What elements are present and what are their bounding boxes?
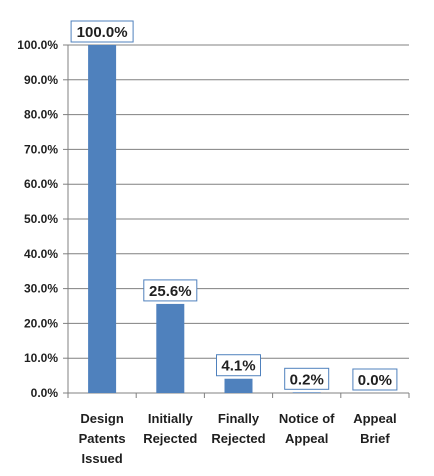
- category-label-line: Issued: [82, 451, 123, 466]
- data-label-box: [284, 367, 330, 390]
- y-tick-label: 80.0%: [24, 108, 58, 122]
- bar: [292, 392, 321, 393]
- data-label-box: [70, 20, 134, 43]
- data-label: 4.1%: [216, 354, 261, 377]
- y-tick-label: 90.0%: [24, 73, 58, 87]
- data-label-box: [352, 368, 398, 391]
- category-label-line: Patents: [79, 431, 126, 446]
- category-label: Notice of Appeal: [279, 411, 335, 446]
- data-label: 100.0%: [70, 20, 134, 43]
- category-label: Finally Rejected: [211, 411, 265, 446]
- category-label-line: Appeal: [353, 411, 396, 426]
- axes: [63, 44, 410, 398]
- y-tick-labels: 0.0% 10.0% 20.0% 30.0% 40.0% 50.0% 60.0% 70.0% 8…: [17, 38, 58, 400]
- data-label-value: 25.6%: [149, 283, 192, 300]
- y-tick-label: 50.0%: [24, 212, 58, 226]
- bar: [88, 45, 117, 393]
- category-label-line: Rejected: [211, 431, 265, 446]
- category-label-line: Finally: [218, 411, 260, 426]
- y-tick-label: 70.0%: [24, 142, 58, 156]
- bar: [224, 378, 253, 393]
- category-label: Appeal Brief: [353, 411, 396, 446]
- category-label-line: Design: [80, 411, 123, 426]
- data-labels: 100.0% 25.6% 4.1% 0.2% 0.0%: [70, 20, 398, 391]
- bar: [156, 303, 185, 393]
- data-label: 0.2%: [284, 367, 330, 390]
- y-tick-label: 40.0%: [24, 247, 58, 261]
- category-label-line: Initially: [148, 411, 194, 426]
- category-label-line: Appeal: [285, 431, 328, 446]
- category-label-line: Rejected: [143, 431, 197, 446]
- data-label-value: 100.0%: [77, 24, 128, 41]
- y-tick-label: 20.0%: [24, 316, 58, 330]
- y-tick-label: 10.0%: [24, 351, 58, 365]
- y-tick-label: 0.0%: [31, 386, 59, 400]
- y-tick-label: 100.0%: [17, 38, 58, 52]
- data-label-value: 0.2%: [290, 371, 324, 388]
- data-label-box: [143, 279, 198, 302]
- category-label-line: Notice of: [279, 411, 335, 426]
- y-tick-label: 60.0%: [24, 177, 58, 191]
- data-label: 0.0%: [352, 368, 398, 391]
- bars: [88, 45, 321, 393]
- category-label: Initially Rejected: [143, 411, 197, 446]
- grid-lines: [68, 44, 409, 359]
- category-label-line: Brief: [360, 431, 390, 446]
- data-label-box: [216, 354, 261, 377]
- data-label: 25.6%: [143, 279, 198, 302]
- y-tick-label: 30.0%: [24, 282, 58, 296]
- category-label: Design Patents Issued: [79, 411, 126, 466]
- data-label-value: 0.0%: [358, 372, 392, 389]
- data-label-value: 4.1%: [221, 358, 255, 375]
